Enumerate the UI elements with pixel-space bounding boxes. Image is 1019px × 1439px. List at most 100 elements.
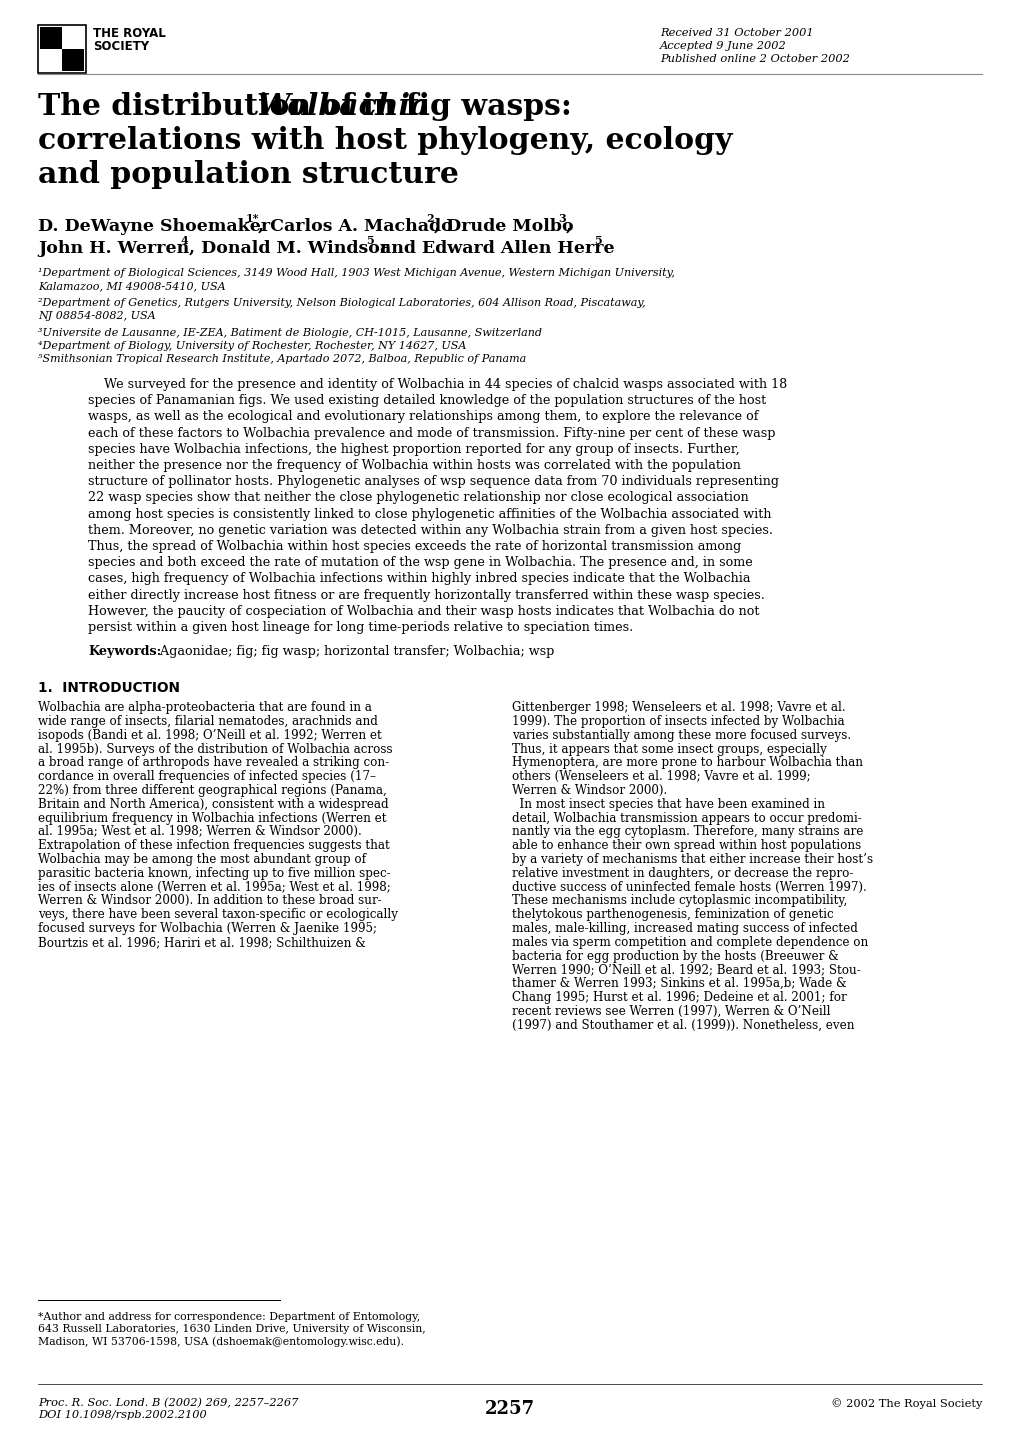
Text: thelytokous parthenogenesis, feminization of genetic: thelytokous parthenogenesis, feminizatio… [512, 908, 833, 921]
Text: Chang 1995; Hurst et al. 1996; Dedeine et al. 2001; for: Chang 1995; Hurst et al. 1996; Dedeine e… [512, 991, 846, 1004]
Text: and Edward Allen Herre: and Edward Allen Herre [374, 240, 614, 258]
Text: Keywords:: Keywords: [88, 645, 161, 658]
Text: 1.  INTRODUCTION: 1. INTRODUCTION [38, 681, 179, 695]
Text: 2: 2 [426, 213, 433, 224]
Text: , Drude Molbo: , Drude Molbo [433, 217, 573, 235]
Text: Werren & Windsor 2000).: Werren & Windsor 2000). [512, 784, 666, 797]
Text: detail, Wolbachia transmission appears to occur predomi-: detail, Wolbachia transmission appears t… [512, 812, 861, 825]
Text: ductive success of uninfected female hosts (Werren 1997).: ductive success of uninfected female hos… [512, 881, 866, 894]
Text: 5: 5 [593, 235, 601, 246]
Text: However, the paucity of cospeciation of Wolbachia and their wasp hosts indicates: However, the paucity of cospeciation of … [88, 604, 759, 617]
Text: Agaonidae; fig; fig wasp; horizontal transfer; Wolbachia; wsp: Agaonidae; fig; fig wasp; horizontal tra… [156, 645, 554, 658]
Text: among host species is consistently linked to close phylogenetic affinities of th: among host species is consistently linke… [88, 508, 770, 521]
Text: a broad range of arthropods have revealed a striking con-: a broad range of arthropods have reveale… [38, 757, 388, 770]
Text: them. Moreover, no genetic variation was detected within any Wolbachia strain fr: them. Moreover, no genetic variation was… [88, 524, 772, 537]
Text: Gittenberger 1998; Wenseleers et al. 1998; Vavre et al.: Gittenberger 1998; Wenseleers et al. 199… [512, 701, 845, 714]
Text: each of these factors to Wolbachia prevalence and mode of transmission. Fifty-ni: each of these factors to Wolbachia preva… [88, 426, 774, 439]
Text: Wolbachia: Wolbachia [256, 92, 429, 121]
Text: Accepted 9 June 2002: Accepted 9 June 2002 [659, 40, 786, 50]
Text: persist within a given host lineage for long time-periods relative to speciation: persist within a given host lineage for … [88, 622, 633, 635]
Text: thamer & Werren 1993; Sinkins et al. 1995a,b; Wade &: thamer & Werren 1993; Sinkins et al. 199… [512, 977, 846, 990]
Text: , Carlos A. Machado: , Carlos A. Machado [258, 217, 452, 235]
Text: species have Wolbachia infections, the highest proportion reported for any group: species have Wolbachia infections, the h… [88, 443, 739, 456]
Bar [38, 24, 86, 73]
Text: Received 31 October 2001: Received 31 October 2001 [659, 27, 813, 37]
Text: ⁴Department of Biology, University of Rochester, Rochester, NY 14627, USA: ⁴Department of Biology, University of Ro… [38, 341, 466, 351]
Text: ¹Department of Biological Sciences, 3149 Wood Hall, 1903 West Michigan Avenue, W: ¹Department of Biological Sciences, 3149… [38, 268, 675, 278]
Text: 5: 5 [366, 235, 373, 246]
Text: 3: 3 [557, 213, 566, 224]
Text: Werren 1990; O’Neill et al. 1992; Beard et al. 1993; Stou-: Werren 1990; O’Neill et al. 1992; Beard … [512, 963, 860, 977]
Text: neither the presence nor the frequency of Wolbachia within hosts was correlated : neither the presence nor the frequency o… [88, 459, 740, 472]
Text: 2257: 2257 [484, 1400, 535, 1417]
Text: Hymenoptera, are more prone to harbour Wolbachia than: Hymenoptera, are more prone to harbour W… [512, 757, 862, 770]
Text: veys, there have been several taxon-specific or ecologically: veys, there have been several taxon-spec… [38, 908, 397, 921]
Text: ,: , [566, 217, 572, 235]
Text: isopods (Bandi et al. 1998; O’Neill et al. 1992; Werren et: isopods (Bandi et al. 1998; O’Neill et a… [38, 728, 381, 741]
Text: SOCIETY: SOCIETY [93, 40, 149, 53]
Text: al. 1995a; West et al. 1998; Werren & Windsor 2000).: al. 1995a; West et al. 1998; Werren & Wi… [38, 826, 362, 839]
Text: males via sperm competition and complete dependence on: males via sperm competition and complete… [512, 935, 867, 948]
Text: ³Universite de Lausanne, IE-ZEA, Batiment de Biologie, CH-1015, Lausanne, Switze: ³Universite de Lausanne, IE-ZEA, Batimen… [38, 328, 541, 338]
Text: parasitic bacteria known, infecting up to five million spec-: parasitic bacteria known, infecting up t… [38, 866, 390, 879]
Text: Thus, it appears that some insect groups, especially: Thus, it appears that some insect groups… [512, 743, 826, 755]
Text: © 2002 The Royal Society: © 2002 The Royal Society [829, 1399, 981, 1409]
Text: D. DeWayne Shoemaker: D. DeWayne Shoemaker [38, 217, 270, 235]
Text: Wolbachia may be among the most abundant group of: Wolbachia may be among the most abundant… [38, 853, 366, 866]
Text: cordance in overall frequencies of infected species (17–: cordance in overall frequencies of infec… [38, 770, 376, 783]
Text: Wolbachia are alpha-proteobacteria that are found in a: Wolbachia are alpha-proteobacteria that … [38, 701, 372, 714]
Text: In most insect species that have been examined in: In most insect species that have been ex… [512, 797, 824, 810]
Text: and population structure: and population structure [38, 160, 459, 189]
Text: We surveyed for the presence and identity of Wolbachia in 44 species of chalcid : We surveyed for the presence and identit… [88, 378, 787, 391]
Text: species of Panamanian figs. We used existing detailed knowledge of the populatio: species of Panamanian figs. We used exis… [88, 394, 765, 407]
Text: Proc. R. Soc. Lond. B (2002) 269, 2257–2267: Proc. R. Soc. Lond. B (2002) 269, 2257–2… [38, 1399, 299, 1409]
Text: equilibrium frequency in Wolbachia infections (Werren et: equilibrium frequency in Wolbachia infec… [38, 812, 386, 825]
Text: recent reviews see Werren (1997), Werren & O’Neill: recent reviews see Werren (1997), Werren… [512, 1004, 829, 1017]
Text: THE ROYAL: THE ROYAL [93, 27, 166, 40]
Bar [40, 27, 84, 71]
Text: , Donald M. Windsor: , Donald M. Windsor [189, 240, 388, 258]
Text: either directly increase host fitness or are frequently horizontally transferred: either directly increase host fitness or… [88, 589, 764, 602]
Text: others (Wenseleers et al. 1998; Vavre et al. 1999;: others (Wenseleers et al. 1998; Vavre et… [512, 770, 810, 783]
Text: wide range of insects, filarial nematodes, arachnids and: wide range of insects, filarial nematode… [38, 715, 377, 728]
Text: 643 Russell Laboratories, 1630 Linden Drive, University of Wisconsin,: 643 Russell Laboratories, 1630 Linden Dr… [38, 1324, 425, 1334]
Text: by a variety of mechanisms that either increase their host’s: by a variety of mechanisms that either i… [512, 853, 872, 866]
Text: structure of pollinator hosts. Phylogenetic analyses of wsp sequence data from 7: structure of pollinator hosts. Phylogene… [88, 475, 779, 488]
Text: correlations with host phylogeny, ecology: correlations with host phylogeny, ecolog… [38, 127, 732, 155]
Text: 1*: 1* [246, 213, 259, 224]
Text: ²Department of Genetics, Rutgers University, Nelson Biological Laboratories, 604: ²Department of Genetics, Rutgers Univers… [38, 298, 645, 308]
Text: cases, high frequency of Wolbachia infections within highly inbred species indic: cases, high frequency of Wolbachia infec… [88, 573, 750, 586]
Text: Madison, WI 53706-1598, USA (dshoemak@entomology.wisc.edu).: Madison, WI 53706-1598, USA (dshoemak@en… [38, 1335, 404, 1347]
Text: The distribution of: The distribution of [38, 92, 364, 121]
Text: ⁵Smithsonian Tropical Research Institute, Apartado 2072, Balboa, Republic of Pan: ⁵Smithsonian Tropical Research Institute… [38, 354, 526, 364]
Text: nantly via the egg cytoplasm. Therefore, many strains are: nantly via the egg cytoplasm. Therefore,… [512, 826, 862, 839]
Text: 22 wasp species show that neither the close phylogenetic relationship nor close : 22 wasp species show that neither the cl… [88, 491, 748, 505]
Text: relative investment in daughters, or decrease the repro-: relative investment in daughters, or dec… [512, 866, 853, 879]
Text: DOI 10.1098/rspb.2002.2100: DOI 10.1098/rspb.2002.2100 [38, 1410, 207, 1420]
Text: species and both exceed the rate of mutation of the wsp gene in Wolbachia. The p: species and both exceed the rate of muta… [88, 557, 752, 570]
Text: bacteria for egg production by the hosts (Breeuwer &: bacteria for egg production by the hosts… [512, 950, 838, 963]
Text: 4: 4 [180, 235, 189, 246]
Text: 22%) from three different geographical regions (Panama,: 22%) from three different geographical r… [38, 784, 386, 797]
Text: John H. Werren: John H. Werren [38, 240, 190, 258]
Text: Werren & Windsor 2000). In addition to these broad sur-: Werren & Windsor 2000). In addition to t… [38, 895, 381, 908]
Text: able to enhance their own spread within host populations: able to enhance their own spread within … [512, 839, 860, 852]
Text: ies of insects alone (Werren et al. 1995a; West et al. 1998;: ies of insects alone (Werren et al. 1995… [38, 881, 390, 894]
Text: Bourtzis et al. 1996; Hariri et al. 1998; Schilthuizen &: Bourtzis et al. 1996; Hariri et al. 1998… [38, 935, 366, 948]
Text: These mechanisms include cytoplasmic incompatibility,: These mechanisms include cytoplasmic inc… [512, 895, 847, 908]
Text: Thus, the spread of Wolbachia within host species exceeds the rate of horizontal: Thus, the spread of Wolbachia within hos… [88, 540, 741, 553]
Text: focused surveys for Wolbachia (Werren & Jaenike 1995;: focused surveys for Wolbachia (Werren & … [38, 922, 377, 935]
Text: Britain and North America), consistent with a widespread: Britain and North America), consistent w… [38, 797, 388, 810]
Text: (1997) and Stouthamer et al. (1999)). Nonetheless, even: (1997) and Stouthamer et al. (1999)). No… [512, 1019, 854, 1032]
Text: in fig wasps:: in fig wasps: [352, 92, 572, 121]
Text: 1999). The proportion of insects infected by Wolbachia: 1999). The proportion of insects infecte… [512, 715, 844, 728]
Text: Kalamazoo, MI 49008-5410, USA: Kalamazoo, MI 49008-5410, USA [38, 281, 225, 291]
Text: Published online 2 October 2002: Published online 2 October 2002 [659, 55, 849, 63]
Bar [40, 49, 62, 71]
Bar [62, 27, 84, 49]
Text: varies substantially among these more focused surveys.: varies substantially among these more fo… [512, 728, 850, 741]
Text: *Author and address for correspondence: Department of Entomology,: *Author and address for correspondence: … [38, 1312, 420, 1322]
Text: wasps, as well as the ecological and evolutionary relationships among them, to e: wasps, as well as the ecological and evo… [88, 410, 758, 423]
Text: males, male-killing, increased mating success of infected: males, male-killing, increased mating su… [512, 922, 857, 935]
Text: NJ 08854-8082, USA: NJ 08854-8082, USA [38, 311, 156, 321]
